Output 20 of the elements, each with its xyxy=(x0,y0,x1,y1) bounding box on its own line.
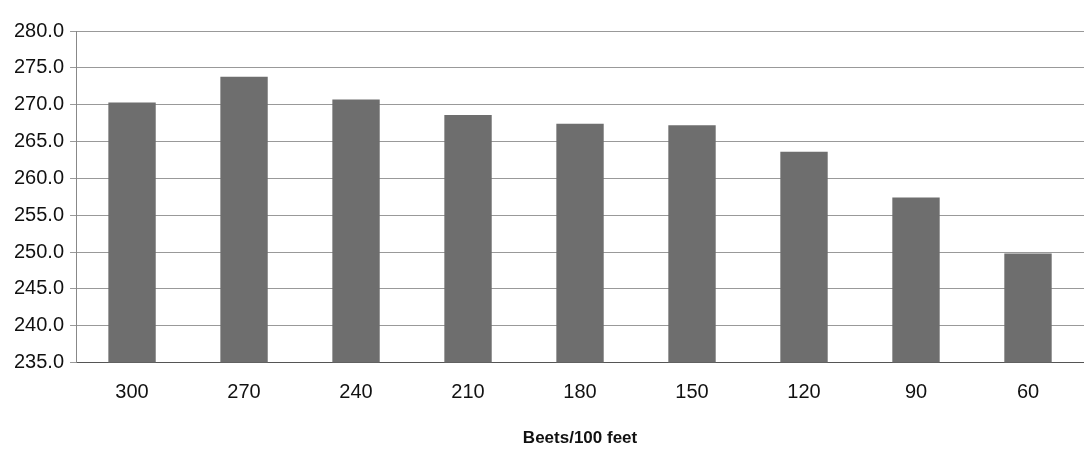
y-tick-label: 245.0 xyxy=(13,276,65,299)
y-tick-label: 270.0 xyxy=(13,92,65,115)
y-tick-label: 280.0 xyxy=(13,18,65,41)
x-axis-title: Beets/100 feet xyxy=(522,428,638,448)
y-tick-label: 255.0 xyxy=(13,202,65,225)
x-tick-label: 240 xyxy=(339,380,373,403)
x-tick-label: 120 xyxy=(787,380,821,403)
x-tick-label: 150 xyxy=(675,380,709,403)
y-tick-label: 260.0 xyxy=(13,165,65,188)
y-tick-label: 275.0 xyxy=(13,55,65,78)
y-tick-label: 265.0 xyxy=(13,129,65,152)
y-tick-label: 235.0 xyxy=(13,350,65,373)
x-tick-label: 90 xyxy=(904,380,928,403)
x-tick-label: 180 xyxy=(563,380,597,403)
x-tick-label: 300 xyxy=(115,380,149,403)
x-tick-label: 270 xyxy=(227,380,261,403)
y-tick-label: 240.0 xyxy=(13,313,65,336)
x-tick-label: 210 xyxy=(451,380,485,403)
y-tick-label: 250.0 xyxy=(13,239,65,262)
x-tick-label: 60 xyxy=(1016,380,1040,403)
